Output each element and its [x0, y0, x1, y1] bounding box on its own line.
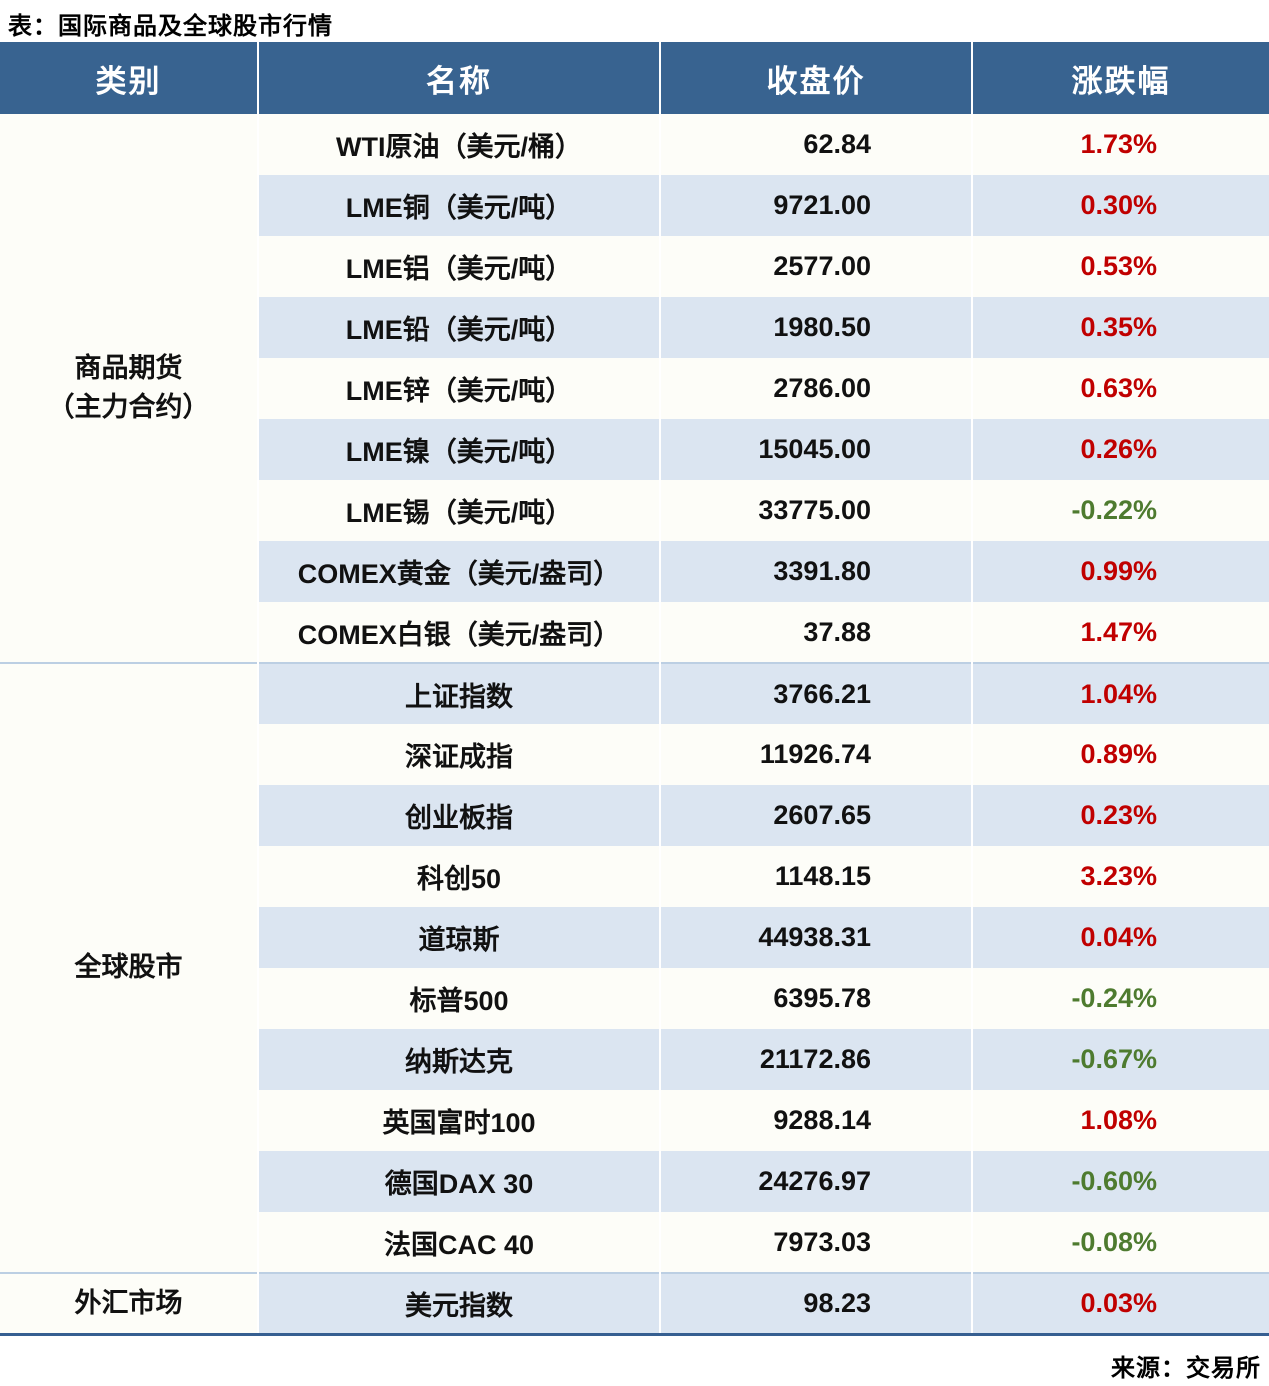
close-price-cell: 1980.50 [659, 297, 972, 358]
name-cell: 标普500 [257, 968, 660, 1029]
change-pct-cell: -0.08% [971, 1212, 1269, 1273]
change-pct-cell: 1.08% [971, 1090, 1269, 1151]
category-line: 外汇市场 [74, 1287, 183, 1318]
name-cell: LME镍（美元/吨） [257, 419, 660, 480]
change-pct-cell: -0.22% [971, 480, 1269, 541]
change-pct-cell: 1.47% [971, 602, 1269, 663]
table-row: LME铝（美元/吨） 2577.00 0.53% [0, 236, 1269, 297]
close-price-cell: 1148.15 [659, 846, 972, 907]
close-price-cell: 21172.86 [659, 1029, 972, 1090]
name-cell: COMEX黄金（美元/盎司） [257, 541, 660, 602]
table-row: LME铜（美元/吨） 9721.00 0.30% [0, 175, 1269, 236]
close-price-cell: 11926.74 [659, 724, 972, 785]
table-row: LME锌（美元/吨） 2786.00 0.63% [0, 358, 1269, 419]
change-pct-cell: 0.26% [971, 419, 1269, 480]
name-cell: 法国CAC 40 [257, 1212, 660, 1273]
close-price-cell: 2786.00 [659, 358, 972, 419]
name-cell: COMEX白银（美元/盎司） [257, 602, 660, 663]
table-row: LME镍（美元/吨） 15045.00 0.26% [0, 419, 1269, 480]
name-cell: 创业板指 [257, 785, 660, 846]
change-pct-cell: 0.63% [971, 358, 1269, 419]
table-row: 创业板指 2607.65 0.23% [0, 785, 1269, 846]
name-cell: WTI原油（美元/桶） [257, 114, 660, 175]
name-cell: 纳斯达克 [257, 1029, 660, 1090]
close-price-cell: 44938.31 [659, 907, 972, 968]
change-pct-cell: 1.04% [971, 662, 1269, 724]
close-price-cell: 6395.78 [659, 968, 972, 1029]
col-header-close: 收盘价 [659, 42, 972, 114]
close-price-cell: 37.88 [659, 602, 972, 663]
source-label: 来源：交易所 [1111, 1355, 1261, 1382]
close-price-cell: 2607.65 [659, 785, 972, 846]
name-cell: LME锡（美元/吨） [257, 480, 660, 541]
close-price-cell: 62.84 [659, 114, 972, 175]
name-cell: 英国富时100 [257, 1090, 660, 1151]
change-pct-cell: 0.04% [971, 907, 1269, 968]
change-pct-cell: 0.99% [971, 541, 1269, 602]
header-row: 类别 名称 收盘价 涨跌幅 [0, 42, 1269, 114]
change-pct-cell: 0.30% [971, 175, 1269, 236]
change-pct-cell: 0.23% [971, 785, 1269, 846]
close-price-cell: 24276.97 [659, 1151, 972, 1212]
change-pct-cell: 3.23% [971, 846, 1269, 907]
table-row: 道琼斯 44938.31 0.04% [0, 907, 1269, 968]
col-header-change: 涨跌幅 [971, 42, 1269, 114]
table-row: LME铅（美元/吨） 1980.50 0.35% [0, 297, 1269, 358]
table-row: 科创50 1148.15 3.23% [0, 846, 1269, 907]
table-row: 深证成指 11926.74 0.89% [0, 724, 1269, 785]
change-pct-cell: 1.73% [971, 114, 1269, 175]
name-cell: 上证指数 [257, 662, 660, 724]
category-cell: 外汇市场 [0, 1272, 258, 1334]
change-pct-cell: 0.89% [971, 724, 1269, 785]
table-row: 外汇市场 美元指数 98.23 0.03% [0, 1272, 1269, 1334]
change-pct-cell: -0.67% [971, 1029, 1269, 1090]
close-price-cell: 33775.00 [659, 480, 972, 541]
table-row: 法国CAC 40 7973.03 -0.08% [0, 1212, 1269, 1273]
change-pct-cell: 0.53% [971, 236, 1269, 297]
name-cell: 美元指数 [257, 1272, 660, 1334]
change-pct-cell: -0.60% [971, 1151, 1269, 1212]
col-header-name: 名称 [257, 42, 660, 114]
name-cell: 道琼斯 [257, 907, 660, 968]
table-row: COMEX白银（美元/盎司） 37.88 1.47% [0, 602, 1269, 663]
name-cell: LME铝（美元/吨） [257, 236, 660, 297]
change-pct-cell: 0.35% [971, 297, 1269, 358]
close-price-cell: 3766.21 [659, 662, 972, 724]
table-row: 纳斯达克 21172.86 -0.67% [0, 1029, 1269, 1090]
category-cell: 全球股市 [0, 662, 258, 1273]
change-pct-cell: 0.03% [971, 1272, 1269, 1334]
table-row: LME锡（美元/吨） 33775.00 -0.22% [0, 480, 1269, 541]
name-cell: LME铅（美元/吨） [257, 297, 660, 358]
category-line: （主力合约） [47, 392, 210, 422]
table-row: 英国富时100 9288.14 1.08% [0, 1090, 1269, 1151]
category-cell: 商品期货 （主力合约） [0, 114, 258, 663]
table-row: 商品期货 （主力合约） WTI原油（美元/桶） 62.84 1.73% [0, 114, 1269, 663]
page-title: 表：国际商品及全球股市行情 [8, 13, 333, 40]
close-price-cell: 98.23 [659, 1272, 972, 1334]
table-row: COMEX黄金（美元/盎司） 3391.80 0.99% [0, 541, 1269, 602]
close-price-cell: 3391.80 [659, 541, 972, 602]
change-pct-cell: -0.24% [971, 968, 1269, 1029]
close-price-cell: 15045.00 [659, 419, 972, 480]
name-cell: LME锌（美元/吨） [257, 358, 660, 419]
close-price-cell: 2577.00 [659, 236, 972, 297]
market-table: 类别 名称 收盘价 涨跌幅 商品期货 （主力合约） WTI原油（美元/桶） 62.84… [0, 42, 1269, 1336]
table-row: 全球股市 上证指数 3766.21 1.04% [0, 662, 1269, 1273]
table-row: 德国DAX 30 24276.97 -0.60% [0, 1151, 1269, 1212]
category-line: 商品期货 [74, 352, 183, 383]
category-line: 全球股市 [74, 952, 183, 983]
close-price-cell: 9721.00 [659, 175, 972, 236]
col-header-category: 类别 [0, 42, 258, 114]
name-cell: 深证成指 [257, 724, 660, 785]
table-row: 标普500 6395.78 -0.24% [0, 968, 1269, 1029]
close-price-cell: 7973.03 [659, 1212, 972, 1273]
name-cell: 德国DAX 30 [257, 1151, 660, 1212]
close-price-cell: 9288.14 [659, 1090, 972, 1151]
name-cell: 科创50 [257, 846, 660, 907]
name-cell: LME铜（美元/吨） [257, 175, 660, 236]
